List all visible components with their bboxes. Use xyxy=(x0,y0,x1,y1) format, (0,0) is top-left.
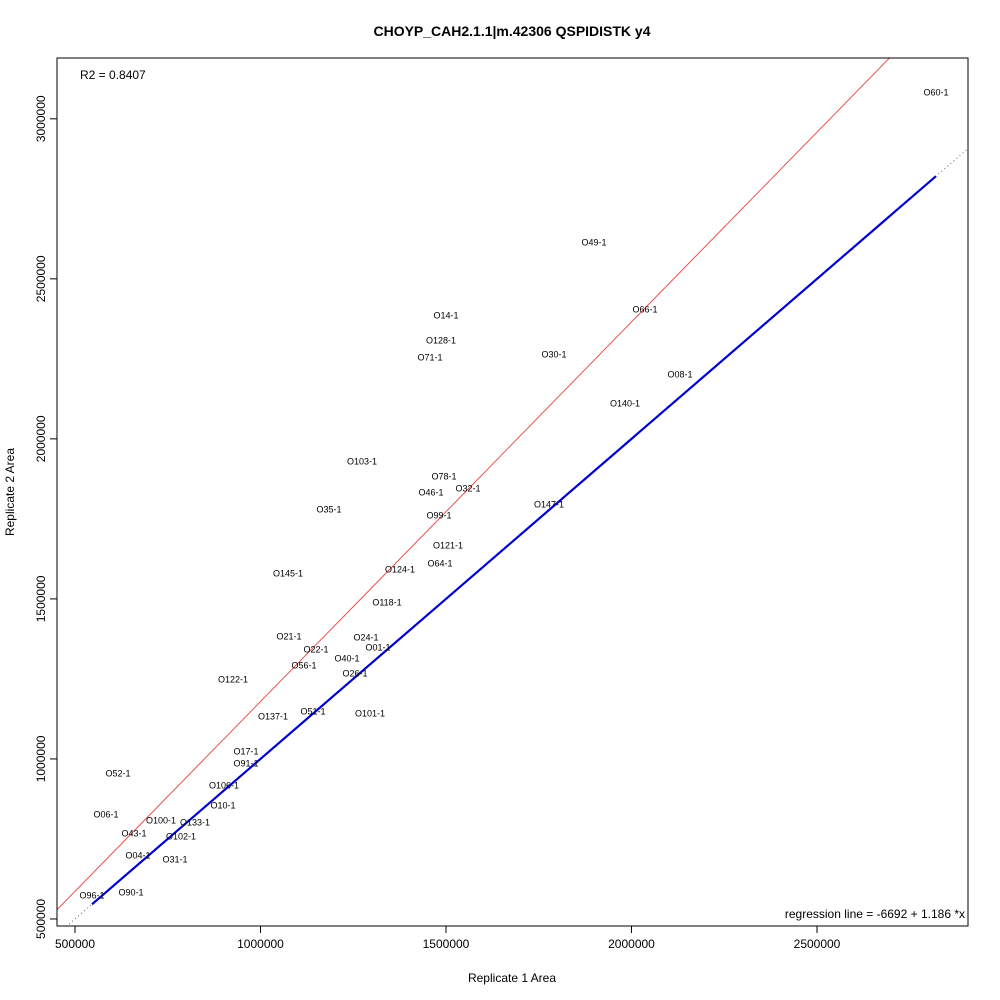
point-label: O121-1 xyxy=(433,540,463,550)
x-axis-label: Replicate 1 Area xyxy=(468,971,556,985)
point-label: O46-1 xyxy=(419,487,444,497)
point-label: O128-1 xyxy=(426,335,456,345)
point-label: O40-1 xyxy=(335,653,360,663)
point-label: O133-1 xyxy=(180,817,210,827)
x-tick-label: 2500000 xyxy=(794,937,841,951)
point-label: O122-1 xyxy=(218,674,248,684)
point-label: O137-1 xyxy=(258,711,288,721)
y-tick-label: 1500000 xyxy=(34,575,48,622)
identity-line xyxy=(91,175,937,906)
lines-layer xyxy=(57,58,968,926)
point-label: O103-1 xyxy=(347,456,377,466)
r2-label: R2 = 0.8407 xyxy=(80,68,146,82)
point-label: O147-1 xyxy=(534,499,564,509)
point-label: O32-1 xyxy=(455,483,480,493)
point-label: O01-1 xyxy=(365,642,390,652)
point-label: O24-1 xyxy=(354,632,379,642)
y-tick-label: 2000000 xyxy=(34,415,48,462)
point-label: O91-1 xyxy=(233,758,258,768)
point-label: O21-1 xyxy=(276,631,301,641)
chart-title: CHOYP_CAH2.1.1|m.42306 QSPIDISTK y4 xyxy=(373,23,650,39)
point-label: O106-1 xyxy=(209,780,239,790)
point-label: O102-1 xyxy=(166,831,196,841)
point-label: O17-1 xyxy=(233,746,258,756)
x-tick-label: 1000000 xyxy=(237,937,284,951)
x-tick-label: 1500000 xyxy=(423,937,470,951)
point-label: O52-1 xyxy=(105,768,130,778)
point-label: O96-1 xyxy=(79,890,104,900)
point-label: O14-1 xyxy=(433,310,458,320)
point-label: O71-1 xyxy=(417,352,442,362)
x-tick-label: 500000 xyxy=(55,937,95,951)
point-label: O04-1 xyxy=(125,850,150,860)
point-label: O10-1 xyxy=(210,800,235,810)
y-tick-label: 2500000 xyxy=(34,255,48,302)
regression-line xyxy=(57,58,891,911)
point-label: O124-1 xyxy=(385,564,415,574)
y-axis-label: Replicate 2 Area xyxy=(3,448,17,536)
point-label: O90-1 xyxy=(118,887,143,897)
point-label: O56-1 xyxy=(292,660,317,670)
plot-frame xyxy=(56,57,969,927)
point-label: O118-1 xyxy=(372,597,401,607)
point-label: O66-1 xyxy=(632,304,657,314)
point-label: O31-1 xyxy=(162,854,187,864)
point-label: O60-1 xyxy=(923,87,948,97)
point-label: O140-1 xyxy=(610,398,640,408)
point-label: O64-1 xyxy=(427,558,452,568)
point-label: O78-1 xyxy=(431,471,456,481)
x-tick-label: 2000000 xyxy=(608,937,655,951)
point-label: O100-1 xyxy=(146,815,176,825)
y-tick-label: 3000000 xyxy=(34,95,48,142)
point-label: O22-1 xyxy=(303,644,328,654)
point-labels-layer: O60-1 O49-1 O14-1 O66-1 O128-1 O71-1 O30-1 O08-… xyxy=(79,87,948,900)
regression-label: regression line = -6692 + 1.186 *x xyxy=(785,907,965,921)
point-label: O43-1 xyxy=(121,828,146,838)
y-tick-label: 500000 xyxy=(34,899,48,939)
point-label: O35-1 xyxy=(316,504,341,514)
axes-layer: 500000 1000000 1500000 2000000 2500000 500000… xyxy=(34,95,841,951)
point-label: O99-1 xyxy=(426,510,451,520)
y-tick-label: 1000000 xyxy=(34,735,48,782)
point-label: O30-1 xyxy=(541,349,566,359)
point-label: O08-1 xyxy=(667,369,692,379)
point-label: O26-1 xyxy=(342,668,367,678)
point-label: O51-1 xyxy=(300,706,325,716)
point-label: O145-1 xyxy=(273,568,303,578)
point-label: O49-1 xyxy=(581,237,606,247)
point-label: O101-1 xyxy=(355,708,385,718)
point-label: O06-1 xyxy=(94,809,119,819)
